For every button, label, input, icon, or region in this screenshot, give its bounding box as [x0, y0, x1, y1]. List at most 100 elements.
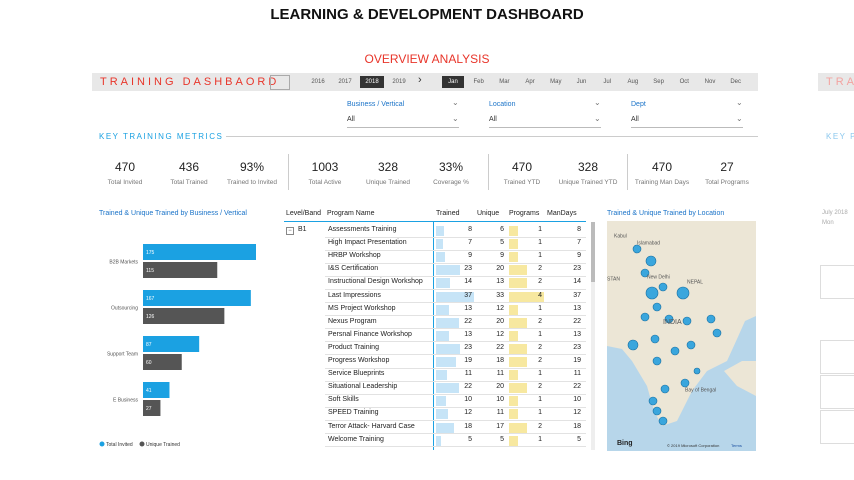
- value-label: 115: [146, 268, 154, 274]
- data-bar: [436, 330, 450, 341]
- location-bubble: [693, 367, 701, 375]
- data-bar: [436, 291, 474, 302]
- panel-date: July 2018: [822, 210, 848, 216]
- filter-dropdown[interactable]: All: [631, 116, 743, 128]
- cell: 1: [538, 226, 542, 233]
- filter-label: Business / Vertical: [347, 101, 405, 108]
- map-label: STAN: [607, 276, 620, 282]
- metric-value: 470: [114, 160, 136, 174]
- bar-chart: B2B Markets 175 115 Outsourcing 167 126 Suppor…: [99, 244, 256, 448]
- cell: 37: [464, 291, 472, 299]
- metric-label: Training Man Days: [634, 179, 690, 186]
- month-button[interactable]: Sep: [653, 79, 664, 85]
- divider: [627, 154, 628, 190]
- chevron: ⌄: [452, 98, 459, 107]
- value-label: 126: [146, 314, 155, 320]
- cell: 10: [464, 396, 472, 404]
- program-name: Product Training: [328, 343, 379, 351]
- rule: [226, 136, 758, 137]
- location-bubble: [632, 244, 642, 254]
- value-label: 60: [146, 360, 152, 366]
- cell: 9: [500, 252, 504, 260]
- metric-label: Total Active: [308, 179, 342, 186]
- month-button[interactable]: Jun: [576, 79, 587, 85]
- cell: 9: [577, 252, 581, 260]
- month-button[interactable]: Jul: [603, 79, 612, 85]
- panel-title: TRA: [826, 76, 854, 88]
- row-rule: [325, 367, 586, 369]
- legend-label: Total Invited: [106, 442, 133, 448]
- arrow[interactable]: ›: [418, 74, 422, 86]
- month-button[interactable]: Apr: [525, 79, 535, 85]
- cell: 5: [577, 435, 581, 443]
- metric-label: Total Invited: [107, 179, 143, 186]
- column-header: ManDays: [547, 210, 577, 217]
- location-bubble: [658, 282, 668, 292]
- filter-dropdown[interactable]: All: [347, 116, 459, 128]
- chevron: ⌄: [594, 114, 601, 123]
- month-button[interactable]: Feb: [473, 79, 484, 85]
- year-button[interactable]: 2016: [311, 79, 325, 85]
- metric-value: 436: [178, 160, 200, 174]
- cell: 2: [538, 278, 542, 286]
- month-button[interactable]: Aug: [627, 79, 639, 85]
- cell: 7: [468, 239, 472, 247]
- year-button[interactable]: 2017: [338, 79, 352, 85]
- year-button[interactable]: 2019: [392, 79, 406, 85]
- month-button[interactable]: Mar: [499, 79, 510, 85]
- location-bubble: [680, 378, 690, 388]
- bar: [143, 262, 218, 278]
- column-header: Level/Band: [286, 210, 322, 217]
- program-name: Service Blueprints: [328, 370, 385, 378]
- month-button[interactable]: Nov: [704, 79, 716, 85]
- cell: 11: [573, 370, 581, 378]
- cell: 12: [496, 304, 504, 312]
- cell: 2: [538, 265, 542, 273]
- data-bar: [436, 409, 449, 420]
- cell: 13: [464, 330, 472, 338]
- data-bar: [509, 252, 518, 263]
- bar: [143, 244, 256, 260]
- cell: 2: [538, 343, 542, 351]
- cell: 33: [496, 291, 504, 299]
- location-bubble: [712, 328, 722, 338]
- cell: 22: [573, 317, 581, 325]
- year-button[interactable]: 2018: [360, 76, 384, 88]
- cell: 2: [538, 357, 542, 364]
- program-name: High Impact Presentation: [328, 239, 407, 247]
- metric-label: Total Programs: [705, 179, 749, 186]
- data-bar: [436, 317, 459, 328]
- month-button[interactable]: Dec: [730, 79, 742, 85]
- row-rule: [325, 262, 586, 264]
- cell: 14: [573, 278, 581, 286]
- data-bar: [436, 370, 448, 381]
- cell: 22: [464, 317, 472, 325]
- month-button[interactable]: May: [550, 79, 562, 85]
- cell: 18: [573, 422, 581, 430]
- map[interactable]: Kabul Islamabad New Delhi NEPAL INDIA Bay of …: [607, 221, 756, 451]
- column-rule: [433, 222, 434, 450]
- metric-label: Unique Trained: [365, 179, 411, 186]
- category-label: Support Team: [107, 351, 138, 357]
- cell: 17: [496, 422, 504, 430]
- location-bubble: [652, 302, 662, 312]
- data-bar: [509, 291, 544, 302]
- cell: 10: [496, 396, 504, 404]
- location-bubble: [640, 312, 650, 322]
- data-bar: [509, 226, 518, 236]
- location-bubble: [658, 416, 668, 426]
- panel-box: [820, 375, 854, 409]
- metric-label: Trained YTD: [503, 179, 541, 186]
- month-button[interactable]: Oct: [679, 79, 689, 85]
- cell: 23: [464, 343, 472, 351]
- cell: 11: [496, 370, 504, 378]
- column-header: Program Name: [327, 210, 375, 217]
- chart-title: Trained & Unique Trained by Business / V…: [99, 210, 247, 217]
- cell: 8: [468, 226, 472, 233]
- header-bar: [92, 73, 758, 91]
- cell: 12: [573, 409, 581, 417]
- month-button[interactable]: Jan: [442, 76, 464, 88]
- filter-dropdown[interactable]: All: [489, 116, 601, 128]
- scroll-thumb[interactable]: [591, 222, 595, 282]
- program-name: Persnal Finance Workshop: [328, 330, 412, 338]
